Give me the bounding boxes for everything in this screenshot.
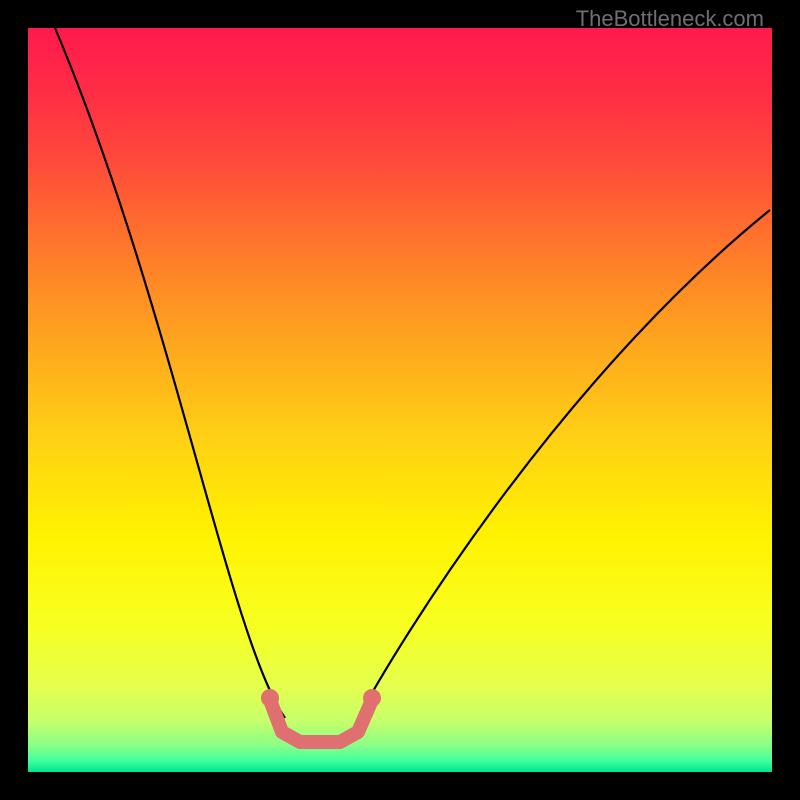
- watermark-text: TheBottleneck.com: [576, 6, 764, 32]
- bottleneck-curve-plot: [28, 28, 772, 772]
- outer-frame: TheBottleneck.com: [0, 0, 800, 800]
